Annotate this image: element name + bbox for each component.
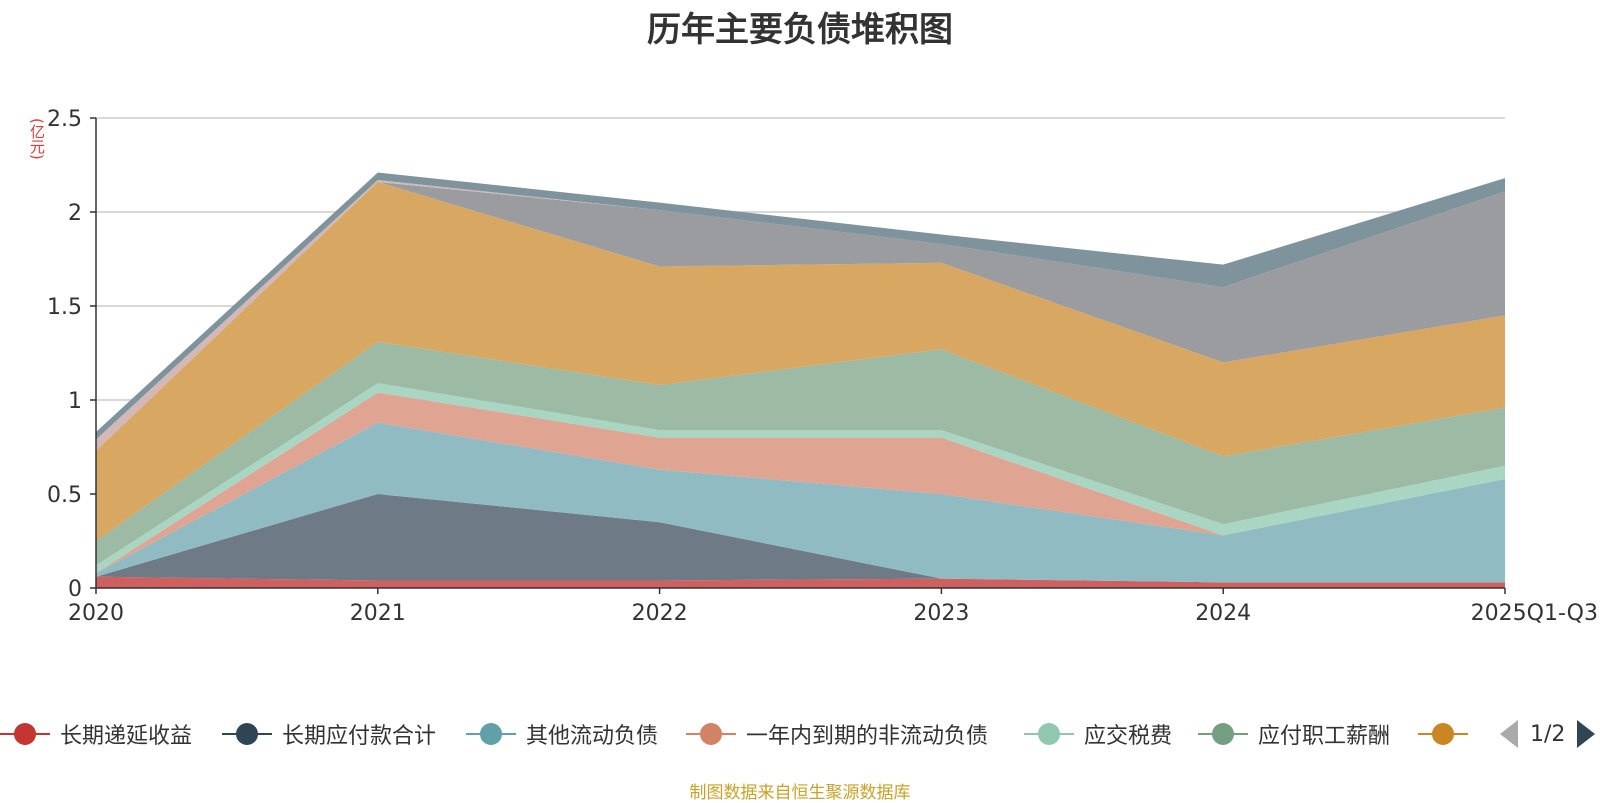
x-tick-label: 2024 <box>1195 601 1251 626</box>
legend-item-taxes-payable[interactable]: 应交税费 <box>1024 716 1172 752</box>
legend-prev-page-icon[interactable] <box>1500 720 1518 748</box>
legend-marker <box>1418 716 1468 752</box>
legend-pager: 1/2 <box>1500 716 1596 752</box>
area-series-9[interactable] <box>96 172 1505 440</box>
legend-label: 一年内到期的非流动负债 <box>746 724 989 749</box>
legend-label: 长期应付款合计 <box>282 724 437 749</box>
y-tick-label: 0 <box>68 577 82 602</box>
legend-item-current-portion-noncurrent[interactable]: 一年内到期的非流动负债 <box>686 716 988 752</box>
legend-marker <box>466 716 516 752</box>
legend-item-partial[interactable] <box>1418 716 1468 752</box>
y-tick-label: 2.5 <box>47 107 82 132</box>
x-tick-label: 2023 <box>913 601 969 626</box>
chart-title: 历年主要负债堆积图 <box>647 10 953 50</box>
x-tick-label: 2022 <box>632 601 688 626</box>
area-series-0[interactable] <box>96 576 1505 588</box>
legend: 长期递延收益 长期应付款合计 其他流动负债 一年内到期的非流动负债 应交税费 应… <box>0 716 1600 752</box>
legend-label: 其他流动负债 <box>526 724 659 749</box>
legend-page-indicator: 1/2 <box>1530 721 1566 747</box>
area-series-2[interactable] <box>96 422 1505 583</box>
y-tick-label: 0.5 <box>47 483 82 508</box>
legend-marker <box>222 716 272 752</box>
area-series-5[interactable] <box>96 341 1505 566</box>
legend-label: 应付职工薪酬 <box>1258 724 1391 749</box>
legend-marker <box>686 716 736 752</box>
legend-item-deferred-income[interactable]: 长期递延收益 <box>0 716 192 752</box>
area-series-7[interactable] <box>96 181 1505 451</box>
legend-item-long-term-payables[interactable]: 长期应付款合计 <box>222 716 436 752</box>
legend-item-other-current-liabilities[interactable]: 其他流动负债 <box>466 716 658 752</box>
legend-next-page-icon[interactable] <box>1577 720 1596 748</box>
data-source-note: 制图数据来自恒生聚源数据库 <box>689 783 911 803</box>
x-tick-label: 2020 <box>68 601 124 626</box>
y-axis-unit-label: (亿元) <box>28 118 46 160</box>
y-tick-label: 1 <box>68 389 82 414</box>
y-tick-label: 1.5 <box>47 295 82 320</box>
legend-marker <box>1198 716 1248 752</box>
area-series-6[interactable] <box>96 181 1505 542</box>
x-tick-label: 2025Q1-Q3 <box>1471 601 1598 626</box>
legend-marker <box>0 716 50 752</box>
area-series-1[interactable] <box>96 494 1505 583</box>
legend-label: 应交税费 <box>1084 724 1173 749</box>
x-tick-label: 2021 <box>350 601 406 626</box>
legend-item-employee-payables[interactable]: 应付职工薪酬 <box>1198 716 1390 752</box>
legend-marker <box>1024 716 1074 752</box>
legend-label: 长期递延收益 <box>60 724 193 749</box>
y-tick-label: 2 <box>68 201 82 226</box>
